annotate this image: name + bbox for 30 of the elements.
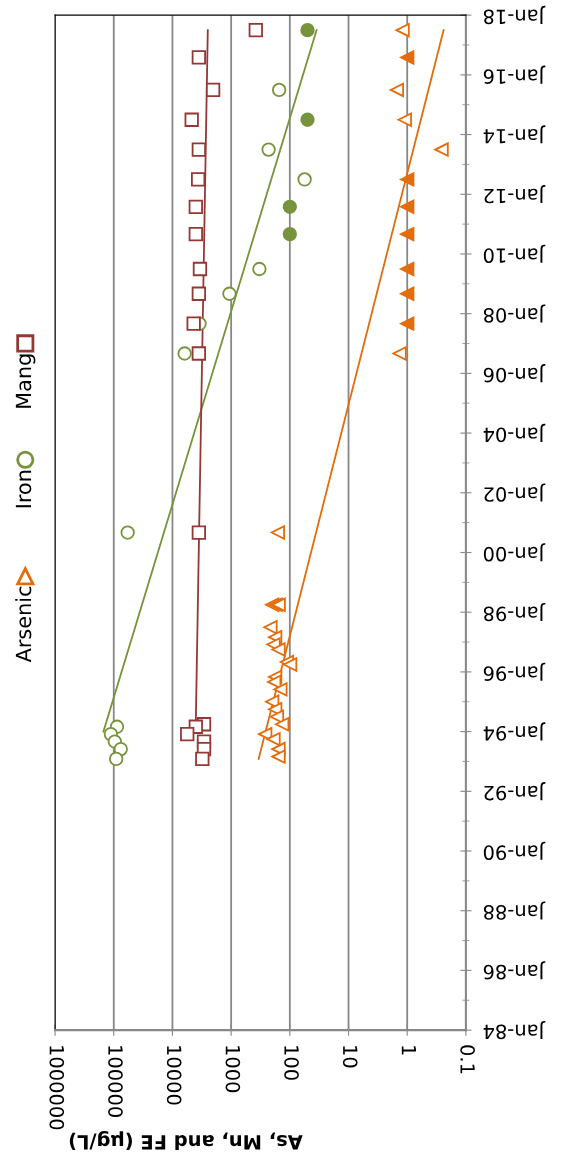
legend-label: Mang — [15, 354, 36, 408]
y-tick-label: Jan-96 — [483, 662, 546, 681]
y-tick-label: Jan-12 — [484, 185, 546, 204]
legend-label: Arsenic — [15, 586, 32, 663]
y-tick-label: Jan-14 — [483, 125, 546, 144]
x-tick-label: 10000 — [166, 1046, 182, 1105]
y-tick-label: Jan-18 — [483, 5, 546, 25]
y-tick-label: Jan-08 — [483, 304, 546, 323]
y-tick-label: Jan-88 — [483, 901, 546, 920]
x-tick-label: 10 — [342, 1046, 358, 1068]
y-tick-label: Jan-86 — [483, 961, 546, 980]
legend-label: Iron — [15, 470, 32, 508]
x-tick-label: 100 — [284, 1046, 299, 1080]
x-axis-title: As, Mn, and FE (µg/L) — [69, 1131, 303, 1151]
x-tick-label: 1000000 — [49, 1046, 65, 1130]
x-tick-label: 1000 — [225, 1046, 241, 1093]
y-tick-label: Jan-00 — [483, 543, 546, 562]
y-tick-label: Jan-10 — [483, 244, 546, 264]
y-tick-label: Jan-84 — [483, 1020, 546, 1040]
y-tick-label: Jan-16 — [483, 65, 546, 84]
y-tick-label: Jan-06 — [483, 364, 546, 383]
y-tick-label: Jan-94 — [483, 722, 546, 741]
y-tick-label: Jan-04 — [483, 423, 546, 443]
y-tick-label: Jan-02 — [484, 483, 546, 502]
x-tick-label: 0.1 — [460, 1045, 475, 1074]
y-tick-label: Jan-98 — [483, 602, 546, 622]
y-tick-label: Jan-90 — [483, 841, 546, 861]
x-tick-label: 1 — [401, 1046, 417, 1055]
x-tick-label: 100000 — [108, 1046, 123, 1117]
y-tick-label: Jan-92 — [484, 782, 546, 801]
